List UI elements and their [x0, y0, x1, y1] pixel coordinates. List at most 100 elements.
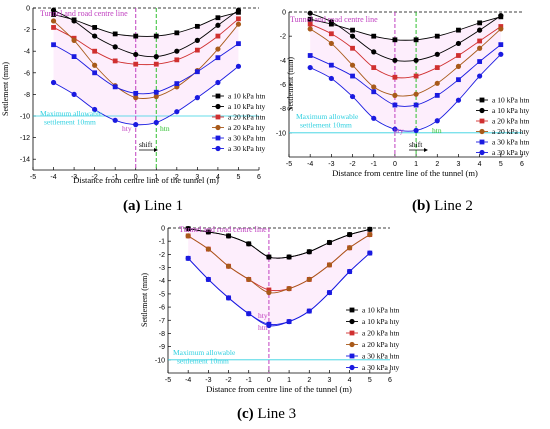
caption-b: (b) Line 2 [412, 198, 473, 214]
chart-3: -5 -4 -3 -2 -1 0 1 2 3 4 5 60-1-2-3-4-5-6-7-8-9-10a… [140, 225, 400, 394]
series-line [188, 228, 370, 259]
legend-marker [215, 135, 221, 141]
series-line [309, 28, 502, 97]
legend-label: a 10 kPa htn [228, 92, 266, 101]
data-point [347, 268, 353, 275]
data-point [266, 322, 272, 329]
caption-a: (a) Line 1 [123, 198, 183, 214]
data-point [225, 233, 232, 239]
legend-label: a 30 kPa htn [228, 134, 266, 143]
y-tick-label: 0 [161, 226, 165, 233]
legend-marker [479, 128, 485, 135]
x-tick-label: -1 [112, 174, 118, 181]
legend-label: a 30 kPa hty [228, 144, 266, 153]
series-line [53, 20, 239, 100]
legend-marker [479, 97, 485, 103]
data-point [477, 38, 483, 44]
data-point [371, 33, 377, 39]
series-line [53, 11, 239, 37]
legend-label: a 20 kPa hty [492, 127, 530, 136]
x-axis-label: Distance from centre line of the tunnel … [206, 384, 352, 394]
shift-arrow-head [154, 148, 158, 152]
series-line [309, 44, 502, 107]
x-tick-label: 6 [520, 161, 524, 168]
data-point [50, 79, 57, 86]
series-6 [307, 51, 504, 134]
data-point [246, 311, 252, 317]
annotation-allowable-2: settlement 10mm [177, 357, 229, 366]
data-point [205, 276, 211, 283]
data-point [498, 51, 504, 57]
data-point [92, 70, 98, 76]
legend-marker [349, 318, 355, 325]
data-point [328, 62, 334, 68]
legend-marker [349, 353, 355, 359]
y-tick-label: -2 [280, 34, 286, 41]
data-point [392, 37, 398, 43]
data-point [174, 81, 180, 86]
data-point [392, 92, 398, 98]
series-2 [185, 226, 373, 260]
series-line [53, 9, 239, 58]
x-tick-label: -2 [349, 161, 355, 168]
settlement-band [188, 228, 370, 326]
annotation-centre-line: Tunnel and road centre line [290, 15, 378, 24]
data-point [434, 65, 440, 70]
y-tick-label: -6 [24, 70, 30, 77]
legend-label: a 30 kPa hty [362, 363, 400, 372]
y-tick-label: -2 [159, 252, 165, 259]
x-tick-label: 5 [237, 174, 241, 181]
data-point [92, 33, 98, 39]
data-point [349, 93, 356, 100]
legend-marker [479, 139, 485, 145]
data-point [371, 49, 377, 55]
data-point [246, 276, 252, 283]
series-line [309, 53, 502, 132]
x-tick-label: -4 [307, 161, 313, 168]
data-point [455, 40, 462, 47]
legend-marker [215, 114, 221, 120]
data-point [371, 89, 377, 95]
data-point [306, 308, 312, 314]
data-point [215, 55, 221, 61]
data-point [392, 74, 398, 80]
x-tick-label: 6 [388, 377, 392, 384]
annotation-hty: hty [258, 311, 268, 320]
y-axis-label: Settlement (mm) [286, 57, 295, 111]
series-2 [307, 10, 504, 63]
data-point [434, 118, 440, 124]
data-point [307, 10, 313, 16]
annotation-htn: htn [258, 323, 268, 332]
y-tick-label: -7 [159, 318, 165, 325]
y-tick-label: -4 [159, 278, 165, 285]
y-axis-label: Settlement (mm) [140, 273, 149, 327]
data-point [112, 44, 118, 50]
data-point [477, 20, 483, 26]
data-point [306, 249, 312, 255]
series-4 [185, 231, 373, 296]
legend-label: a 30 kPa htn [492, 138, 530, 147]
data-point [194, 69, 200, 75]
y-tick-label: 0 [26, 6, 30, 13]
legend-marker [349, 330, 355, 336]
x-tick-label: 4 [478, 161, 482, 168]
data-point [349, 33, 356, 39]
x-tick-label: 3 [328, 377, 332, 384]
x-tick-label: 5 [368, 377, 372, 384]
data-point [307, 53, 313, 58]
data-point [246, 241, 252, 247]
y-tick-label: -2 [24, 27, 30, 34]
x-tick-label: 3 [457, 161, 461, 168]
data-point [133, 95, 139, 101]
data-point [133, 33, 139, 39]
data-point [413, 91, 419, 97]
legend-marker [349, 341, 355, 348]
data-point [307, 21, 313, 27]
legend-label: a 20 kPa hty [228, 123, 266, 132]
x-tick-label: 3 [195, 174, 199, 181]
y-tick-label: -3 [159, 265, 165, 272]
x-tick-label: 0 [134, 174, 138, 181]
